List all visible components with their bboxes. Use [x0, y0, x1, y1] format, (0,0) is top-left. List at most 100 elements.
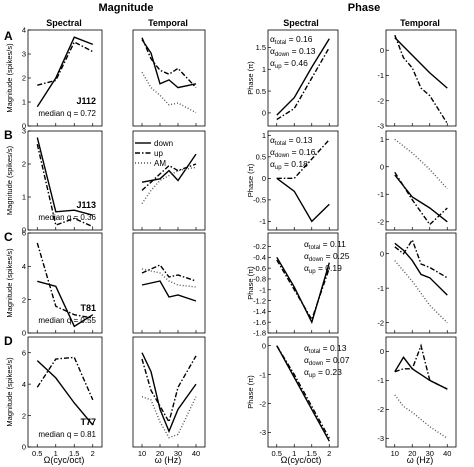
panel-b-magnitude-spectral: 0 1 2 3 Magnitude (spikes/s) J113 median q = 0… [5, 127, 103, 235]
y-tick-label: 3 [22, 127, 26, 136]
panel-b-magnitude-temporal [132, 130, 206, 231]
series-up-line [394, 34, 448, 124]
y-tick-label: -1.4 [253, 307, 266, 316]
series-up-line [276, 259, 330, 322]
y-tick-label: 1 [22, 98, 26, 107]
x-tick-label: 10 [391, 449, 399, 458]
xlabel-phase-temporal: ω (Hz) [407, 455, 434, 465]
y-tick-label: 1 [262, 65, 266, 74]
y-tick-label: 6 [22, 348, 26, 357]
y-tick-label: 2 [22, 295, 26, 304]
alpha-up-annotation: αup = 0.19 [304, 263, 342, 275]
y-tick-label: 0 [262, 341, 266, 350]
panels: 0 1 2 3 4 Magnitude (spikes/s) J112 median q = … [5, 26, 457, 458]
median-q: median q = 0.55 [38, 316, 96, 325]
y-tick-label: 0 [380, 347, 384, 356]
y-tick-label: 4 [22, 26, 26, 35]
x-tick-label: 1.5 [69, 449, 79, 458]
axes-box [27, 336, 103, 448]
series-down-line [141, 280, 197, 302]
legend-am-label: AM [154, 159, 166, 168]
y-tick-label: -1 [377, 284, 384, 293]
y-tick-label: 2 [22, 411, 26, 420]
series-down-line [394, 37, 448, 89]
x-tick-label: 2 [327, 449, 331, 458]
series-up-line [394, 343, 448, 390]
series-up-line [36, 242, 93, 319]
y-axis-label: Phase (π) [246, 61, 255, 95]
y-axis-label: Magnitude (spikes/s) [5, 357, 14, 427]
series-down-line [141, 39, 197, 89]
alpha-total-annotation: αtotal = 0.13 [304, 343, 347, 355]
column-title-magnitude-temporal: Temporal [148, 18, 188, 28]
y-tick-label: -3 [259, 428, 266, 437]
neuron-id: J113 [76, 200, 96, 210]
y-tick-label: -1 [377, 376, 384, 385]
y-axis-label: Magnitude (spikes/s) [5, 248, 14, 318]
neuron-id: J112 [76, 96, 96, 106]
column-title-phase-temporal: Temporal [400, 18, 440, 28]
series-down-line [141, 352, 197, 434]
alpha-down-annotation: αdown = 0.25 [304, 251, 350, 263]
y-tick-label: 4 [22, 380, 26, 389]
column-title-magnitude-spectral: Spectral [46, 18, 82, 28]
axes-box [267, 29, 339, 127]
panel-d-magnitude-temporal: 10 20 30 40 [132, 336, 206, 458]
alpha-down-annotation: αdown = 0.16 [270, 147, 316, 159]
x-tick-label: 30 [426, 449, 434, 458]
alpha-down-annotation: αdown = 0.07 [304, 355, 350, 367]
median-q: median q = 0.36 [38, 213, 96, 222]
magnitude-section-title: Magnitude [99, 2, 154, 14]
neuron-id: T77 [80, 417, 96, 427]
panel-a-magnitude-temporal [132, 29, 206, 127]
xlabel-magnitude-spectral: Ω(cyc/oct) [44, 455, 85, 465]
series-down-line [141, 153, 197, 183]
panel-d-phase-spectral: 0.5 1 1.5 2 -3 -2 -1 0 Phase (π) αtotal = 0.13αdo… [246, 336, 350, 458]
series-am-line [141, 71, 197, 114]
alpha-up-annotation: αup = 0.46 [270, 58, 308, 70]
y-tick-label: -0.8 [253, 275, 266, 284]
axes-box [385, 130, 457, 231]
series-up-line [141, 264, 197, 282]
column-title-phase-spectral: Spectral [283, 18, 319, 28]
y-tick-label: -1.6 [253, 318, 266, 327]
y-axis-label: Magnitude (spikes/s) [5, 43, 14, 113]
y-axis-label: Phase (π) [246, 266, 255, 300]
legend-up-label: up [154, 149, 163, 158]
y-tick-label: 0 [262, 174, 266, 183]
y-axis-label: Phase (π) [246, 375, 255, 409]
alpha-total-annotation: αtotal = 0.13 [270, 135, 313, 147]
x-tick-label: 1.5 [307, 449, 317, 458]
series-am-line [141, 268, 197, 288]
y-axis-label: Magnitude (spikes/s) [5, 145, 14, 215]
y-tick-label: 3 [22, 50, 26, 59]
x-tick-label: 1 [54, 449, 58, 458]
axes-box [27, 232, 103, 334]
row-letter-c: C [4, 230, 13, 244]
panel-c-phase-temporal: -2 -1 0 [377, 232, 457, 334]
axes-box [267, 232, 339, 334]
panel-c-phase-spectral: -1.8 -1.6 -1.4 -1.2 -1-0.8 -0.6 -0.4 -0.2 Phase … [246, 232, 350, 338]
series-am-line [394, 260, 448, 324]
axes-box [132, 232, 206, 334]
axes-box [385, 336, 457, 448]
y-tick-label: 0 [22, 329, 26, 338]
y-tick-label: -2 [259, 399, 266, 408]
y-tick-label: -2 [377, 318, 384, 327]
xlabel-phase-spectral: Ω(cyc/oct) [281, 455, 322, 465]
y-tick-label: 1 [22, 193, 26, 202]
panel-d-magnitude-spectral: 0.5 1 1.5 2 0 2 4 6 Magnitude (spikes/s) T77 media… [5, 336, 103, 458]
axes-box [267, 336, 339, 448]
x-tick-label: 40 [443, 449, 451, 458]
axes-box [385, 232, 457, 334]
y-tick-label: 0 [262, 109, 266, 118]
panel-c-magnitude-spectral: 0 2 4 6 Magnitude (spikes/s) T81 median q = 0.… [5, 229, 103, 338]
y-tick-label: 6 [22, 229, 26, 238]
alpha-up-annotation: αup = 0.23 [304, 367, 342, 379]
series-up-line [394, 238, 448, 279]
x-tick-label: 0.5 [32, 449, 42, 458]
row-letter-d: D [4, 334, 13, 348]
y-tick-label: 0 [22, 443, 26, 452]
